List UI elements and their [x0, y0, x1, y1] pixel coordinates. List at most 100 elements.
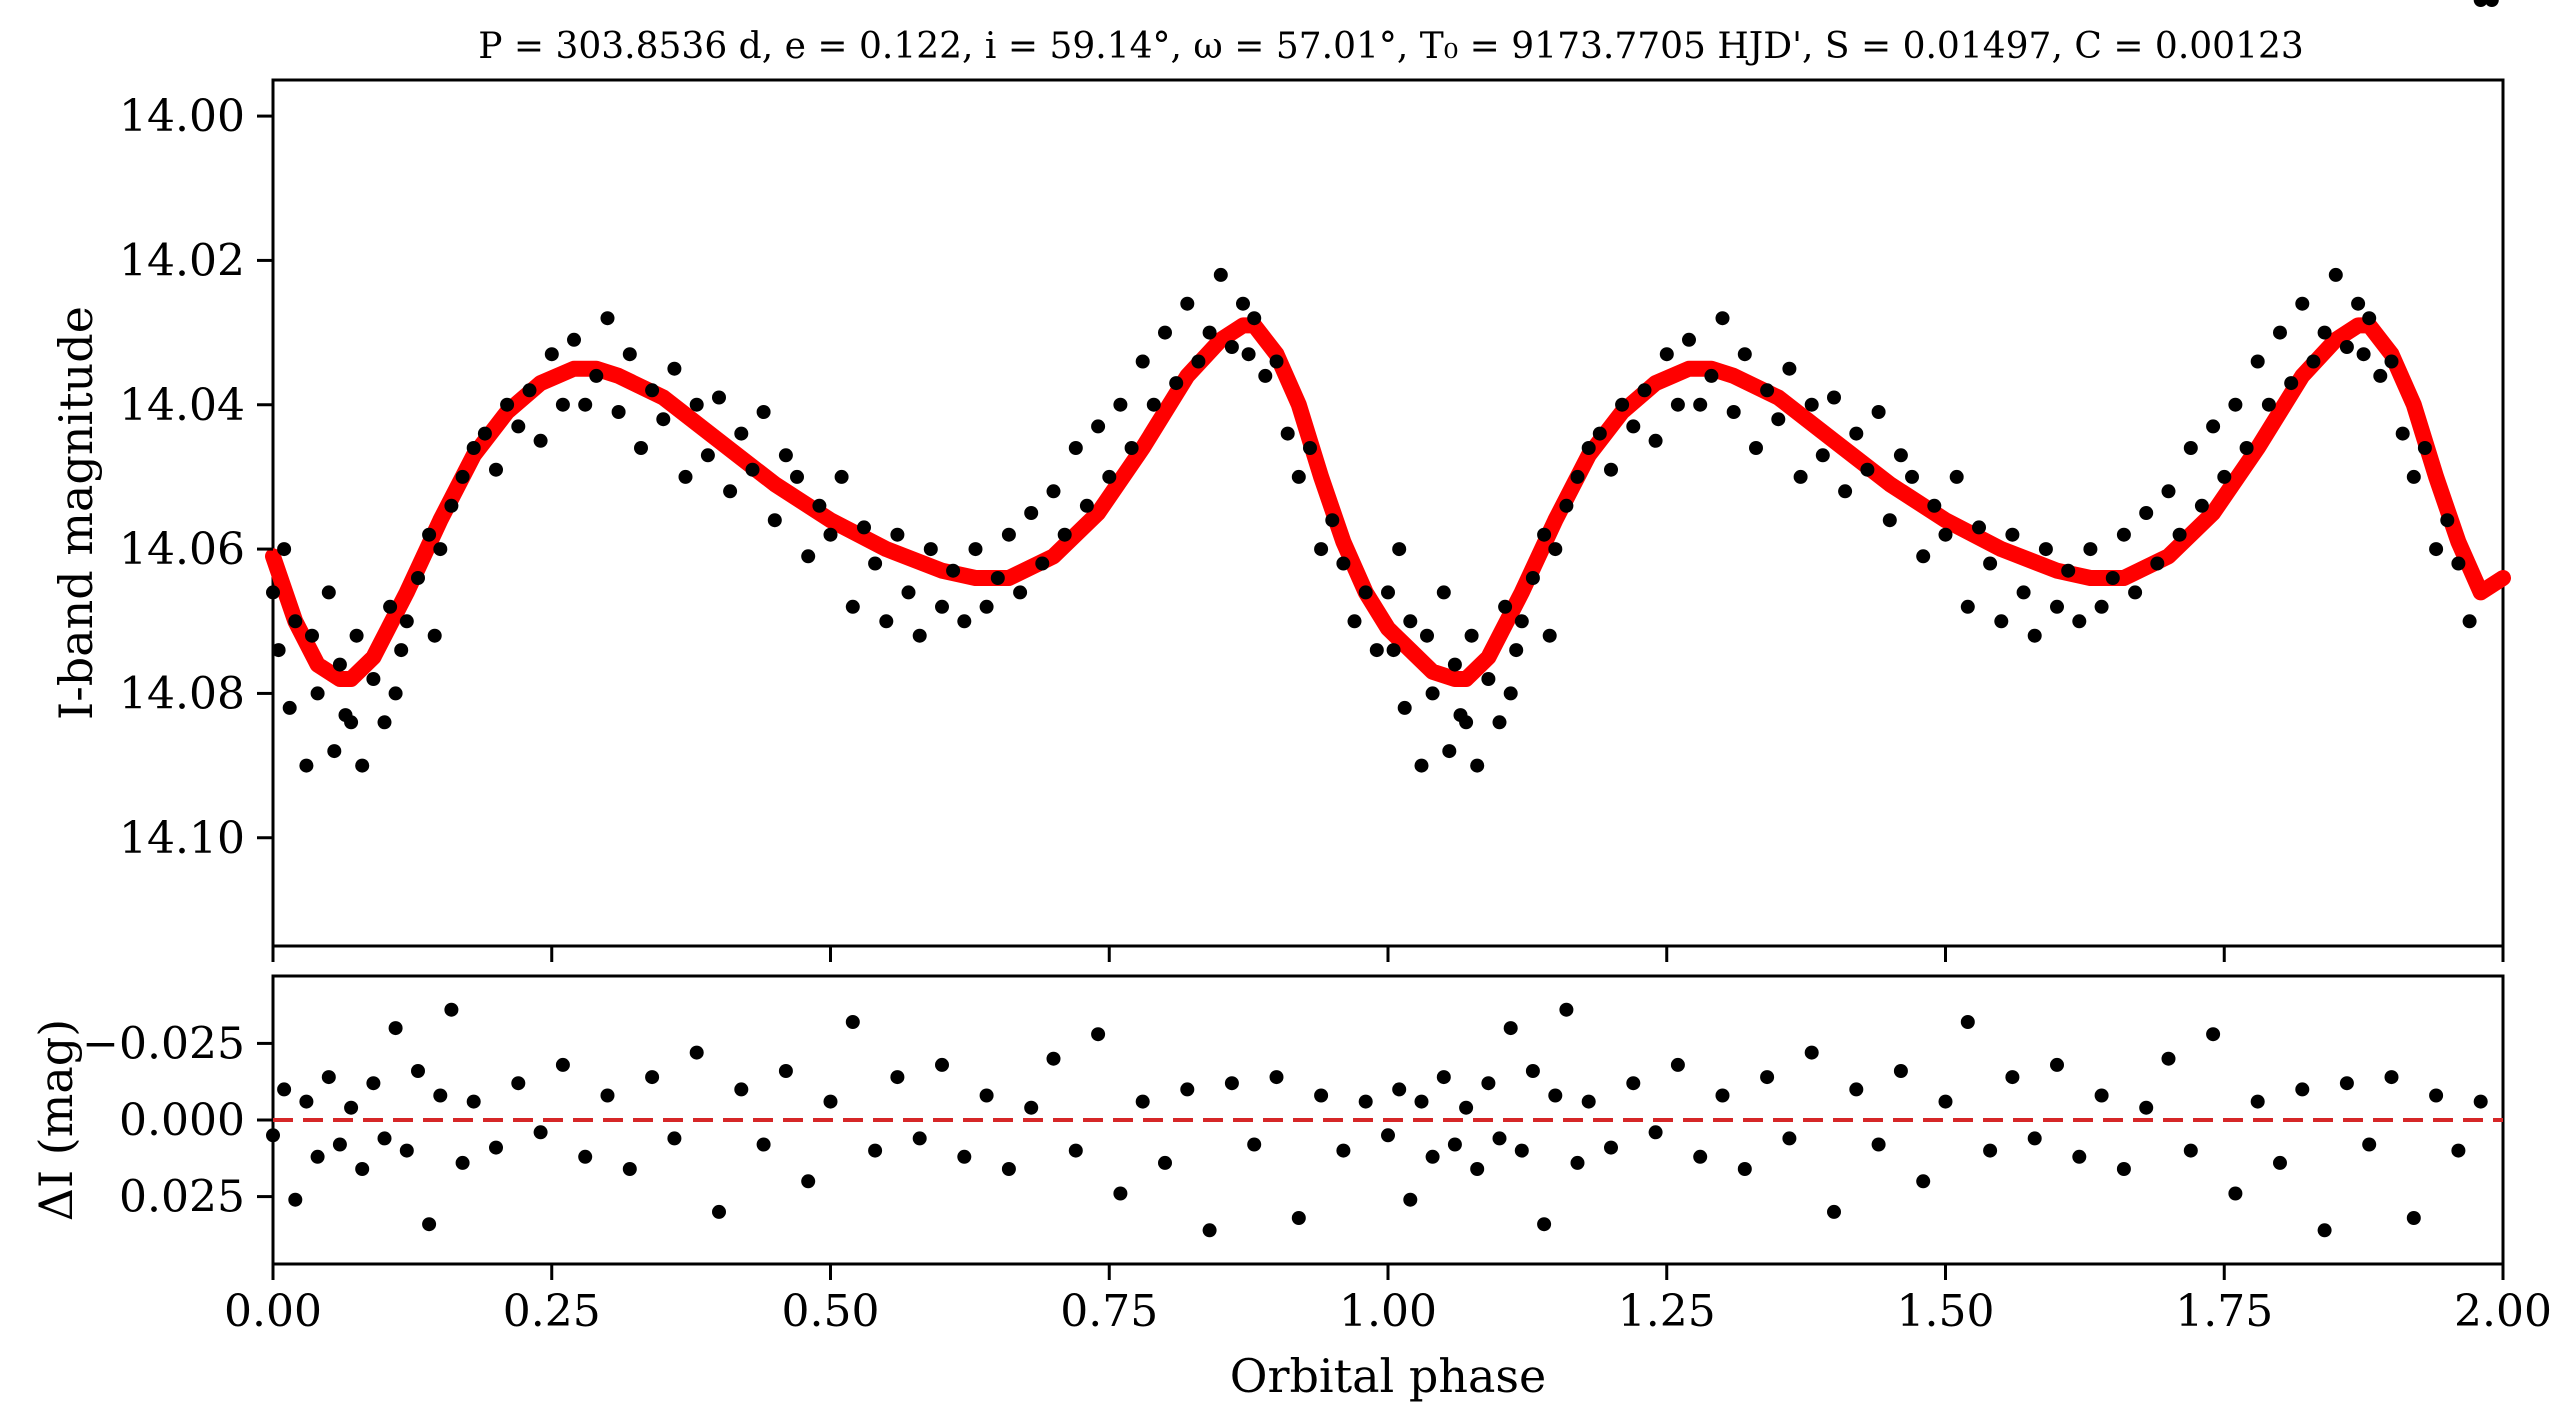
observation-point — [411, 571, 425, 585]
observation-point — [957, 614, 972, 629]
observation-point — [1135, 354, 1150, 369]
residual-point — [310, 1149, 325, 1164]
residual-point — [444, 1002, 459, 1017]
x-tick-label: 0.00 — [224, 1286, 322, 1337]
residual-point — [1202, 1223, 1217, 1238]
observation-point — [1436, 585, 1451, 600]
residual-point — [366, 1076, 381, 1091]
observation-point — [1581, 441, 1596, 455]
observation-point — [1091, 419, 1106, 434]
observation-point — [622, 347, 637, 362]
observation-point — [1804, 397, 1819, 412]
residual-point — [1091, 1027, 1106, 1042]
residual-point — [2183, 1143, 2198, 1158]
observation-point — [288, 614, 303, 629]
observation-point — [266, 585, 280, 600]
residual-point — [1570, 1155, 1585, 1170]
magnitude-panel: 14.00 14.02 14.04 14.06 14.08 14.10 I-band ma… — [49, 0, 2511, 962]
observation-point — [271, 643, 286, 658]
observation-point — [277, 542, 292, 557]
residual-point — [377, 1131, 392, 1146]
observation-point — [767, 513, 782, 528]
residual-point — [1314, 1088, 1329, 1103]
observation-point — [377, 715, 392, 730]
observation-point — [1336, 556, 1351, 571]
residual-point — [2339, 1076, 2354, 1091]
model-curve-group — [265, 317, 2511, 687]
observation-point — [790, 469, 804, 484]
observation-point — [1949, 469, 1964, 484]
observation-point — [2083, 542, 2098, 557]
residual-point — [2406, 1211, 2421, 1225]
residual-point — [455, 1155, 470, 1170]
observation-points-group — [266, 0, 2499, 773]
residual-point — [2451, 1143, 2466, 1158]
residual-point — [2050, 1057, 2064, 1072]
observation-point — [500, 397, 515, 412]
observation-point — [2050, 599, 2064, 614]
observation-point — [1314, 542, 1329, 557]
observation-point — [712, 390, 726, 405]
observation-point — [2451, 556, 2466, 571]
observation-point — [1615, 397, 1630, 412]
observation-point — [477, 426, 492, 441]
residual-y-tick-label: −0.025 — [82, 1018, 245, 1069]
observation-point — [327, 744, 342, 759]
residual-point — [2250, 1094, 2265, 1109]
observation-point — [310, 686, 325, 701]
observation-point — [1191, 354, 1206, 369]
observation-point — [834, 469, 849, 484]
residual-point — [1224, 1076, 1239, 1091]
observation-point — [1420, 628, 1434, 643]
observation-point — [1927, 498, 1942, 513]
residual-point — [1715, 1088, 1730, 1103]
magnitude-y-tick-label: 14.10 — [119, 813, 245, 864]
residual-point — [299, 1094, 314, 1109]
observation-point — [1570, 469, 1585, 484]
x-tick-label: 2.00 — [2454, 1286, 2552, 1337]
residual-point — [411, 1064, 425, 1078]
observation-point — [2351, 296, 2366, 311]
observation-point — [567, 332, 581, 347]
x-tick-label: 0.75 — [1060, 1286, 1158, 1337]
residual-point — [1782, 1131, 1797, 1146]
observation-point — [2016, 585, 2031, 600]
observation-point — [1213, 267, 1228, 282]
residual-point — [645, 1070, 660, 1085]
residual-point — [1001, 1162, 1016, 1176]
observation-point — [578, 397, 593, 412]
residual-point — [801, 1174, 816, 1189]
observation-point — [611, 405, 626, 419]
observation-point — [1503, 686, 1518, 701]
observation-point — [1525, 571, 1540, 585]
residual-point — [433, 1088, 448, 1103]
observation-point — [1498, 599, 1513, 614]
observation-point — [1960, 599, 1975, 614]
observation-point — [2005, 527, 2020, 542]
observation-point — [1659, 347, 1674, 362]
observation-point — [1169, 376, 1184, 391]
x-tick-label: 1.75 — [2175, 1286, 2273, 1337]
observation-point — [344, 715, 359, 730]
residual-point — [1648, 1125, 1663, 1140]
observation-point — [723, 484, 738, 499]
residual-point — [1381, 1128, 1395, 1143]
residual-point — [1604, 1140, 1618, 1155]
residual-point — [689, 1045, 704, 1060]
residual-point — [1893, 1064, 1908, 1078]
residual-point — [823, 1094, 838, 1109]
x-tick-label: 1.25 — [1618, 1286, 1716, 1337]
observation-point — [1938, 527, 1953, 542]
observation-point — [1492, 715, 1507, 730]
observation-point — [2406, 469, 2421, 484]
residual-point — [622, 1162, 637, 1176]
residual-y-tick-label: 0.025 — [119, 1172, 245, 1223]
observation-point — [1637, 383, 1652, 398]
observation-point — [511, 419, 526, 434]
residual-point — [2429, 1088, 2444, 1103]
residual-point — [1559, 1002, 1574, 1017]
observation-point — [1905, 469, 1919, 484]
residual-point — [288, 1192, 303, 1207]
observation-point — [299, 758, 314, 773]
